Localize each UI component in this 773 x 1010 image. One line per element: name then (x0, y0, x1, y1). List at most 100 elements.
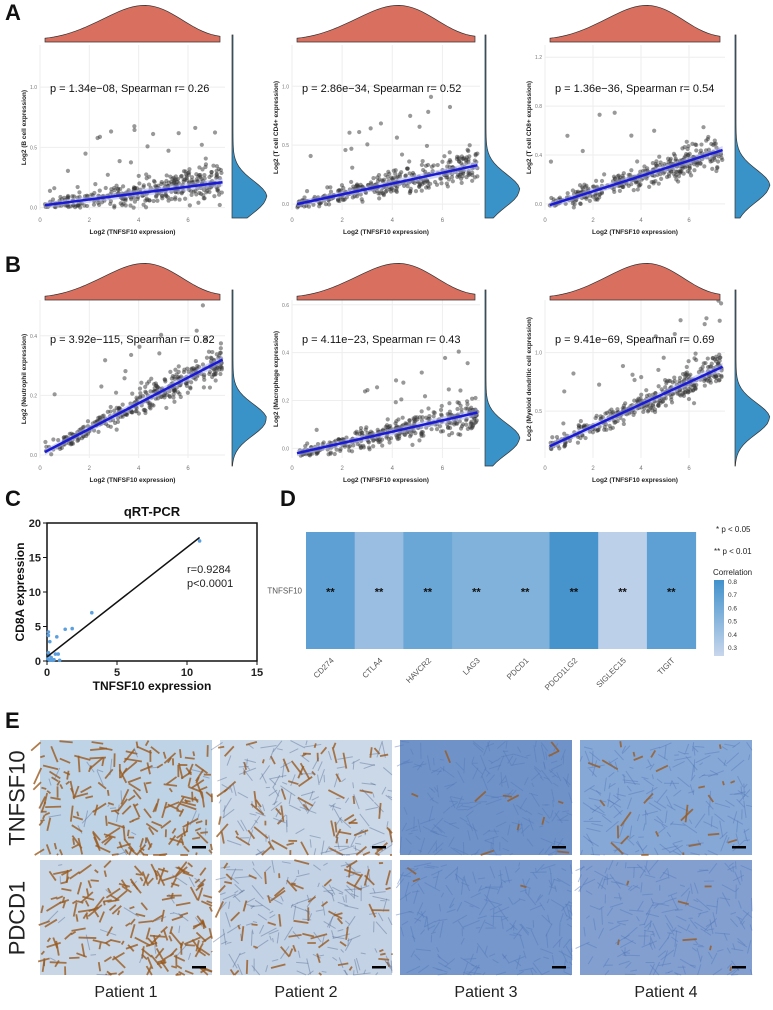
tissue-fiber (579, 755, 583, 762)
tissue-fiber (352, 782, 355, 789)
tissue-fiber (372, 895, 390, 901)
data-point (704, 138, 709, 143)
data-point (70, 626, 74, 631)
tissue-fiber (727, 815, 744, 825)
brown-stain (520, 884, 527, 889)
tissue-fiber (344, 889, 355, 899)
tissue-fiber (331, 804, 335, 811)
tissue-fiber (537, 893, 542, 901)
tissue-fiber (426, 864, 439, 868)
tissue-fiber (399, 892, 411, 901)
brown-stain (727, 838, 738, 844)
data-point (575, 440, 581, 445)
tissue-fiber (671, 780, 677, 790)
tissue-fiber (351, 758, 360, 764)
tissue-fiber (608, 860, 614, 871)
brown-stain (297, 796, 314, 807)
tissue-fiber (509, 922, 518, 931)
tissue-fiber (504, 775, 510, 789)
right-density-curve (231, 34, 268, 219)
tissue-fiber (675, 972, 682, 976)
tissue-fiber (659, 843, 671, 853)
tissue-fiber (653, 904, 659, 909)
data-point (387, 171, 392, 176)
x-tick-label: 6 (186, 218, 190, 224)
data-point (719, 301, 724, 306)
brown-stain (261, 759, 265, 764)
brown-stain (151, 914, 164, 923)
data-point (147, 405, 152, 410)
data-point (393, 168, 398, 173)
tissue-fiber (529, 904, 543, 911)
tissue-fiber (361, 782, 376, 786)
tissue-fiber (475, 966, 480, 969)
data-point (654, 159, 659, 164)
tissue-fiber (410, 926, 416, 942)
x-tick-label: 6 (441, 466, 445, 472)
brown-stain (66, 770, 70, 780)
colorbar-tick-label: 0.5 (728, 619, 737, 626)
x-tick-label: 4 (137, 466, 141, 472)
tissue-fiber (673, 840, 683, 844)
brown-stain (103, 899, 112, 903)
tissue-fiber (639, 923, 646, 926)
data-point (181, 179, 186, 184)
brown-stain (103, 860, 112, 869)
tissue-fiber (462, 971, 472, 976)
tissue-fiber (656, 815, 664, 824)
brown-stain (293, 919, 309, 924)
right-density-curve (734, 34, 771, 219)
tissue-fiber (609, 924, 621, 931)
data-point (397, 436, 402, 441)
tissue-fiber (665, 795, 673, 809)
brown-stain (379, 948, 384, 953)
brown-stain (253, 826, 269, 840)
tissue-fiber (109, 807, 117, 809)
brown-stain (240, 926, 245, 942)
brown-stain (187, 862, 193, 868)
tissue-fiber (222, 797, 232, 812)
tissue-fiber (240, 819, 248, 832)
data-point (173, 197, 178, 202)
data-point (571, 371, 576, 376)
tissue-background (400, 860, 572, 975)
tissue-fiber (604, 867, 608, 874)
data-point (365, 142, 370, 147)
data-point (641, 409, 646, 415)
data-point (166, 148, 171, 153)
tissue-fiber (442, 806, 451, 814)
brown-stain (195, 931, 207, 943)
data-point (137, 344, 142, 349)
brown-stain (386, 826, 393, 834)
tissue-fiber (410, 950, 416, 958)
brown-stain (195, 820, 203, 824)
tissue-fiber (339, 853, 346, 856)
tissue-fiber (707, 770, 724, 778)
tissue-fiber (650, 937, 652, 946)
tissue-fiber (636, 916, 640, 922)
tissue-fiber (191, 769, 204, 773)
legend-sig2: ** p < 0.01 (714, 547, 752, 556)
x-axis-label: Log2 (TNFSF10 expression) (343, 229, 429, 236)
y-tick-label: 1.2 (535, 55, 542, 61)
tissue-fiber (355, 842, 362, 845)
tissue-fiber (467, 965, 478, 976)
data-point (315, 441, 321, 447)
tissue-fiber (647, 924, 651, 931)
tissue-fiber (625, 770, 636, 786)
top-density-curve (549, 263, 721, 301)
data-point (48, 639, 52, 644)
tissue-fiber (692, 742, 695, 752)
data-point (456, 349, 461, 354)
x-tick-label: 4 (639, 218, 643, 224)
data-point (123, 203, 128, 208)
tissue-fiber (622, 954, 640, 957)
tissue-fiber (381, 786, 387, 795)
scatter-plot-A3: 0 2 4 60.00.40.81.2p = 1.36e−36, Spearman r… (526, 5, 771, 236)
tissue-fiber (704, 917, 718, 932)
tissue-fiber (437, 973, 448, 976)
data-point (336, 188, 342, 193)
tissue-fiber (643, 910, 651, 926)
brown-stain (125, 943, 139, 950)
brown-stain (123, 748, 136, 764)
